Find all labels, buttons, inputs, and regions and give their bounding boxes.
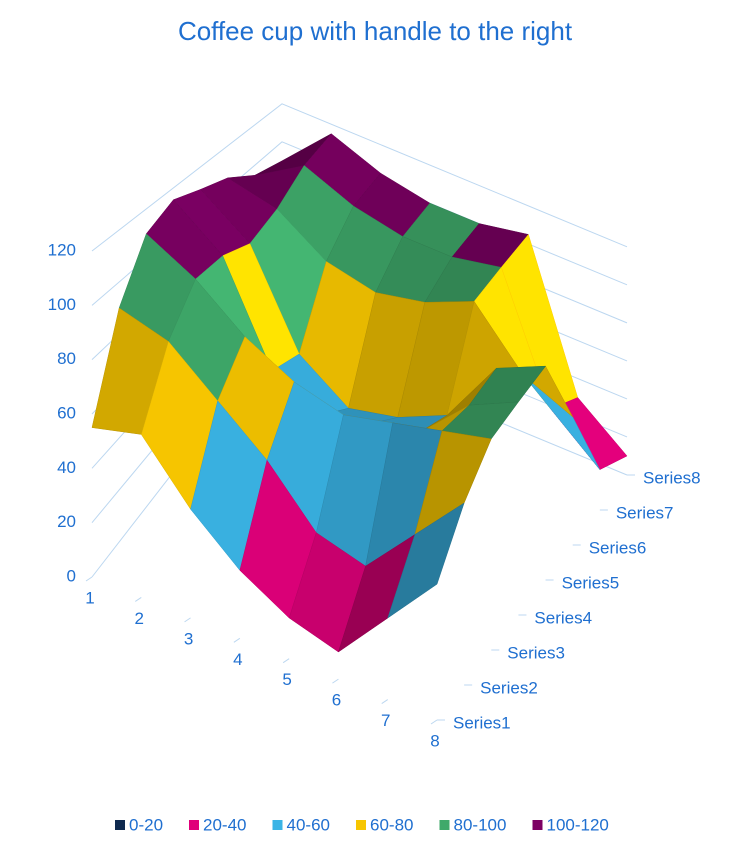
series-label: Series2	[480, 678, 538, 697]
series-label: Series5	[562, 573, 620, 592]
x-tick-label: 2	[135, 609, 144, 628]
z-tick-label: 0	[67, 566, 76, 585]
axis-tick	[381, 699, 388, 704]
x-tick-label: 7	[381, 711, 390, 730]
legend-swatch	[115, 820, 125, 830]
z-tick-label: 120	[48, 240, 76, 259]
axis-tick	[430, 719, 438, 725]
x-tick-label: 4	[233, 650, 242, 669]
surface-patch	[387, 502, 465, 619]
x-tick-label: 1	[85, 588, 94, 607]
legend-label: 0-20	[129, 815, 163, 834]
legend-label: 60-80	[370, 815, 413, 834]
legend-label: 100-120	[547, 815, 609, 834]
legend-swatch	[532, 820, 543, 830]
grid-line	[91, 103, 628, 252]
axis-tick	[184, 617, 191, 623]
z-tick-label: 20	[57, 512, 76, 531]
legend-swatch	[189, 820, 199, 830]
x-tick-label: 5	[282, 670, 291, 689]
series-label: Series7	[616, 503, 674, 522]
axis-tick	[85, 576, 93, 582]
chart-title: Coffee cup with handle to the right	[178, 16, 573, 46]
axis-tick	[233, 637, 241, 643]
legend-swatch	[356, 820, 366, 830]
series-label: Series6	[589, 538, 647, 557]
legend-swatch	[439, 820, 450, 830]
legend-label: 40-60	[287, 815, 330, 834]
z-tick-label: 100	[48, 295, 76, 314]
z-tick-label: 80	[57, 349, 76, 368]
x-tick-label: 6	[332, 691, 341, 710]
z-tick-label: 40	[57, 458, 76, 477]
series-label: Series4	[534, 608, 592, 627]
legend-label: 20-40	[203, 815, 246, 834]
x-tick-label: 3	[184, 629, 193, 648]
series-label: Series1	[453, 713, 511, 732]
axis-tick	[135, 597, 142, 602]
axis-tick	[332, 678, 339, 684]
x-tick-label: 8	[430, 731, 439, 750]
legend-swatch	[272, 820, 283, 830]
legend-label: 80-100	[454, 815, 507, 834]
series-label: Series3	[507, 643, 565, 662]
series-label: Series8	[643, 468, 701, 487]
z-tick-label: 60	[57, 403, 76, 422]
axis-tick	[282, 658, 290, 664]
